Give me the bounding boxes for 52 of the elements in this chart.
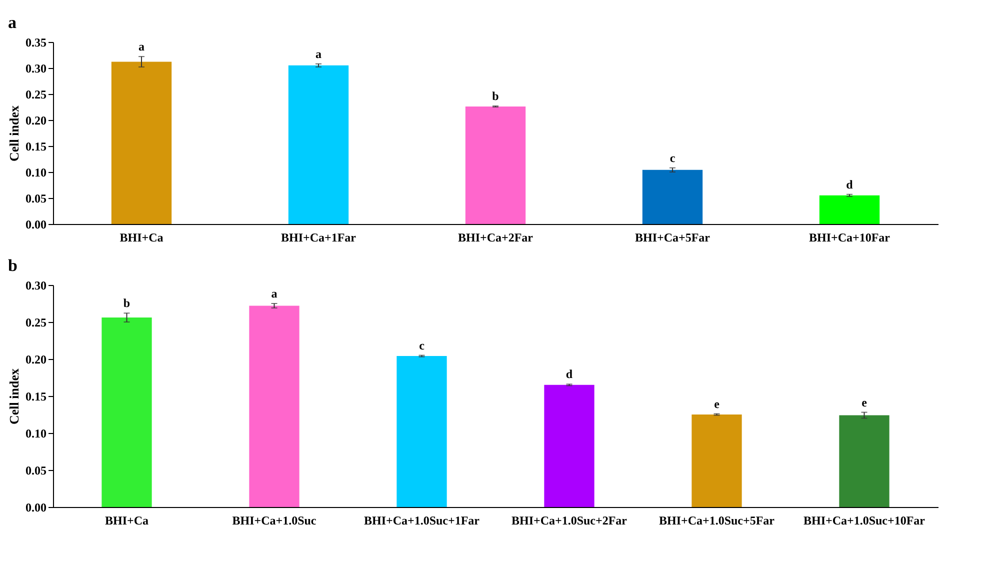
annotation: a <box>316 46 322 61</box>
y-tick-label: 0.10 <box>26 166 46 180</box>
bar <box>839 415 890 507</box>
y-tick-label: 0.00 <box>26 218 46 232</box>
y-tick-label: 0.25 <box>26 316 46 330</box>
x-tick-label: BHI+Ca+2Far <box>458 230 534 244</box>
bar <box>642 170 703 224</box>
x-tick-label: BHI+Ca+1.0Suc+5Far <box>658 514 776 528</box>
y-tick-label: 0.15 <box>26 140 46 154</box>
bar <box>102 318 152 507</box>
annotation: e <box>714 396 720 411</box>
y-tick-label: 0.10 <box>26 426 46 440</box>
x-tick-label: BHI+Ca+5Far <box>634 230 711 244</box>
bar <box>288 65 349 224</box>
bar <box>111 62 172 224</box>
y-axis-title: Cell index <box>6 105 22 162</box>
bar <box>544 384 594 507</box>
y-tick-label: 0.35 <box>26 36 46 50</box>
y-tick-label: 0.25 <box>26 88 46 102</box>
bar <box>249 306 300 507</box>
y-tick-label: 0.05 <box>26 192 46 206</box>
x-tick-label: BHI+Ca+1Far <box>280 230 357 244</box>
x-tick-label: BHI+Ca+10Far <box>808 230 891 244</box>
y-tick-label: 0.30 <box>26 62 46 76</box>
bar <box>465 106 526 224</box>
x-tick-label: BHI+Ca <box>120 230 164 244</box>
annotation: e <box>862 395 868 410</box>
x-tick-label: BHI+Ca <box>104 514 149 528</box>
x-tick-label: BHI+Ca+1.0Suc+2Far <box>511 514 628 528</box>
chart-title: b <box>8 256 18 275</box>
annotation: a <box>271 286 278 300</box>
y-tick-label: 0.20 <box>26 114 46 128</box>
annotation: a <box>138 40 144 54</box>
y-tick-label: 0.05 <box>26 464 46 478</box>
chart-title: a <box>8 13 17 32</box>
annotation: c <box>419 338 426 352</box>
y-tick-label: 0.30 <box>26 278 46 292</box>
x-tick-label: BHI+Ca+1.0Suc+1Far <box>364 514 480 528</box>
annotation: d <box>846 177 854 192</box>
y-tick-label: 0.00 <box>26 500 46 514</box>
annotation: c <box>670 150 676 165</box>
y-axis-title: Cell index <box>6 368 22 424</box>
bar <box>692 414 742 507</box>
annotation: b <box>492 88 500 103</box>
annotation: d <box>566 367 573 382</box>
x-tick-label: BHI+Ca+1.0Suc <box>232 514 317 528</box>
bar <box>819 195 880 224</box>
annotation: b <box>123 296 130 310</box>
y-tick-label: 0.15 <box>26 390 46 404</box>
y-tick-label: 0.20 <box>26 352 46 366</box>
x-tick-label: BHI+Ca+1.0Suc+10Far <box>803 514 926 528</box>
bar <box>396 356 447 507</box>
